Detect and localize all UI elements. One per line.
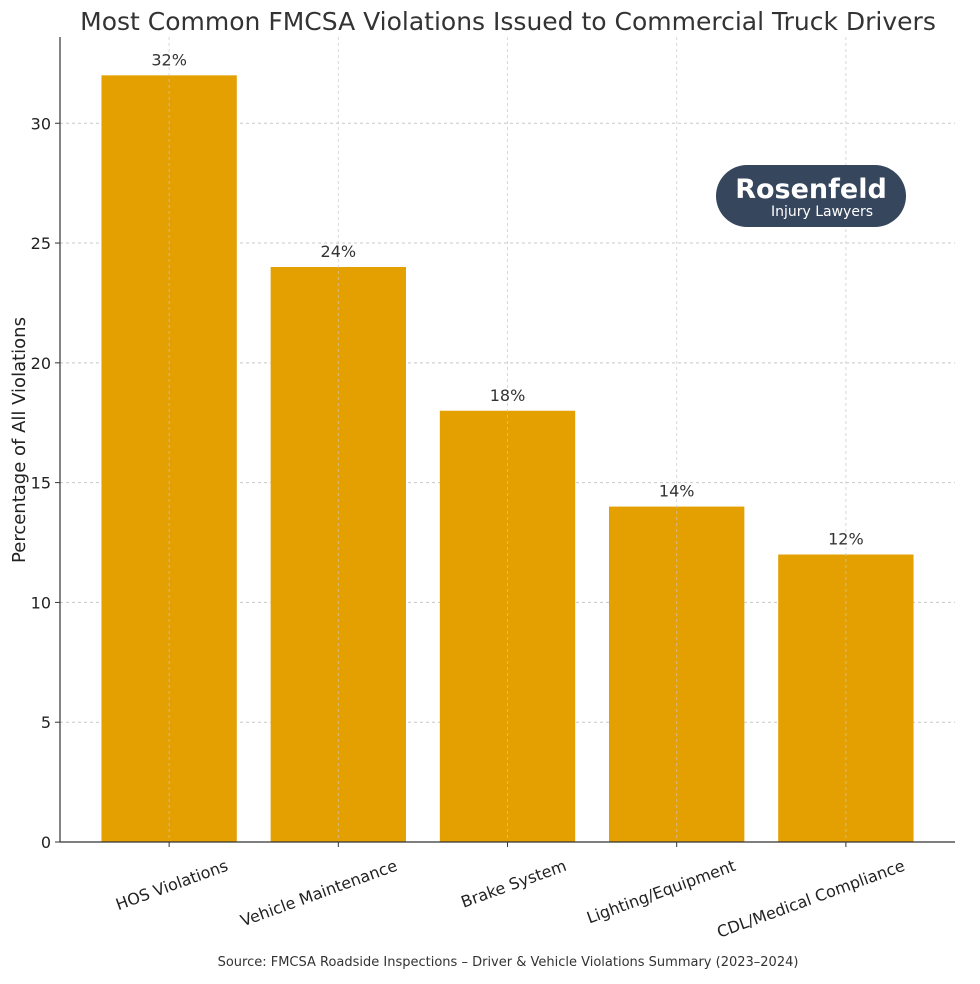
data-label: 12% (828, 530, 864, 549)
y-axis-label: Percentage of All Violations (9, 317, 30, 563)
logo: Rosenfeld Injury Lawyers (716, 165, 906, 227)
y-tick-label: 20 (31, 354, 51, 373)
chart-title: Most Common FMCSA Violations Issued to C… (80, 7, 936, 36)
logo-name: Rosenfeld (735, 174, 887, 205)
y-tick-label: 30 (31, 114, 51, 133)
data-label: 24% (321, 242, 357, 261)
x-ticks: HOS Violations Vehicle Maintenance Brake S… (113, 842, 907, 942)
x-tick-label: CDL/Medical Compliance (714, 856, 907, 942)
y-tick-label: 5 (41, 713, 51, 732)
x-tick-label: Vehicle Maintenance (238, 856, 400, 930)
y-tick-label: 0 (41, 833, 51, 852)
data-label: 18% (490, 386, 526, 405)
x-tick-label: Brake System (458, 856, 568, 912)
y-ticks: 0 5 10 15 20 25 30 (31, 114, 60, 852)
y-tick-label: 15 (31, 474, 51, 493)
source-note: Source: FMCSA Roadside Inspections – Dri… (218, 955, 799, 970)
x-tick-label: Lighting/Equipment (584, 856, 738, 928)
y-tick-label: 10 (31, 593, 51, 612)
logo-tagline: Injury Lawyers (771, 204, 873, 220)
data-label: 32% (151, 50, 187, 69)
data-label: 14% (659, 482, 695, 501)
y-tick-label: 25 (31, 234, 51, 253)
data-labels: 32% 24% 18% 14% 12% (151, 50, 863, 548)
x-tick-label: HOS Violations (113, 856, 230, 914)
